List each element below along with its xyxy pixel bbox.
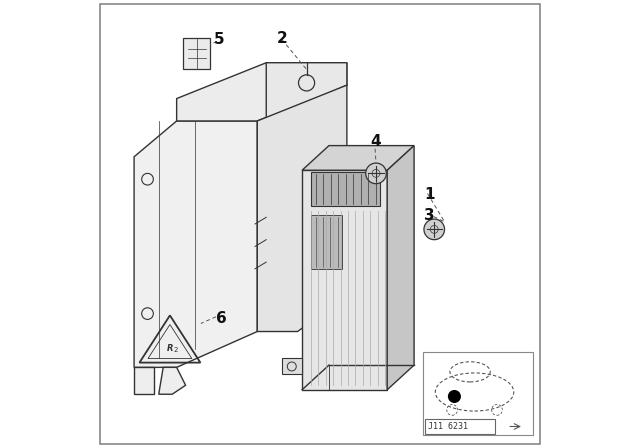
Bar: [311, 215, 342, 269]
Polygon shape: [184, 38, 210, 69]
Bar: [311, 172, 380, 206]
Text: 6: 6: [216, 310, 227, 326]
Text: 3: 3: [424, 207, 435, 223]
Text: J11 6231: J11 6231: [428, 422, 468, 431]
Polygon shape: [134, 367, 154, 394]
Polygon shape: [257, 85, 347, 332]
Polygon shape: [266, 63, 347, 121]
Polygon shape: [387, 146, 414, 390]
Text: R: R: [166, 344, 173, 353]
Text: 2: 2: [276, 30, 287, 46]
Bar: [423, 352, 532, 435]
Text: 1: 1: [424, 187, 435, 202]
Bar: [425, 419, 495, 434]
Text: 4: 4: [371, 134, 381, 149]
Polygon shape: [159, 367, 186, 394]
Circle shape: [365, 163, 387, 184]
Polygon shape: [302, 170, 387, 390]
Text: 5: 5: [214, 32, 225, 47]
Polygon shape: [302, 146, 414, 170]
Circle shape: [424, 219, 445, 240]
Text: 2: 2: [173, 347, 177, 353]
Polygon shape: [282, 358, 302, 374]
Polygon shape: [134, 121, 257, 367]
Circle shape: [449, 391, 460, 402]
Polygon shape: [177, 63, 347, 121]
